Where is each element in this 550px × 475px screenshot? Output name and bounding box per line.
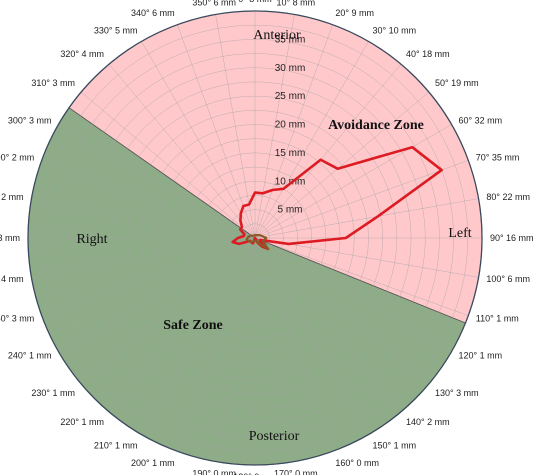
angle-label: 100° 6 mm [486,274,530,284]
angle-label: 60° 32 mm [458,116,502,126]
radial-tick-label: 20 mm [275,120,306,131]
angle-label: 120° 1 mm [458,350,502,360]
angle-label: 310° 3 mm [31,78,75,88]
angle-label: 0° 8 mm [238,0,272,4]
grid-spoke [254,91,430,239]
angle-label: 230° 1 mm [31,388,75,398]
angle-label: 90° 16 mm [490,233,534,243]
region-label-posterior: Posterior [249,429,300,444]
region-label-right: Right [76,232,107,247]
angle-label: 130° 3 mm [435,388,479,398]
polar-grid [27,10,483,466]
angle-label: 290° 2 mm [0,153,34,163]
radial-tick-label: 10 mm [275,176,306,187]
angle-label: 220° 1 mm [60,417,104,427]
grid-spoke [58,237,256,352]
radial-tick-labels: 5 mm 10 mm 15 mm 20 mm 25 mm 30 mm 35 mm [275,34,306,215]
radial-tick-label: 5 mm [278,205,303,216]
region-labels: Anterior Left Posterior Right [76,28,471,444]
grid-spoke [80,91,256,239]
angle-label: 150° 1 mm [372,440,416,450]
angle-label: 270° 3 mm [0,233,20,243]
grid-spoke [31,198,256,239]
grid-spoke [254,63,402,239]
zone-label-safe: Safe Zone [163,318,223,333]
grid-spoke [108,63,256,239]
angle-label: 300° 3 mm [8,116,52,126]
angle-label: 280° 2 mm [0,192,24,202]
angle-label: 240° 1 mm [8,350,52,360]
angle-label: 50° 19 mm [435,78,479,88]
angle-label: 20° 9 mm [335,8,374,18]
angle-label: 210° 1 mm [94,440,138,450]
grid-spoke [215,237,256,462]
grid-spoke [31,237,256,278]
angle-label: 40° 18 mm [406,49,450,59]
grid-spoke [141,41,256,239]
grid-spoke [108,237,256,413]
grid-spoke [215,14,256,239]
grid-spoke [254,24,333,239]
angle-label: 350° 6 mm [192,0,236,8]
radial-tick-label: 25 mm [275,91,306,102]
grid-spoke [41,237,256,316]
region-label-anterior: Anterior [253,28,301,43]
grid-spoke [254,124,452,239]
radial-tick-label: 35 mm [275,34,306,45]
grid-spoke [80,237,256,385]
angle-label: 330° 5 mm [94,26,138,36]
series-line-1 [245,233,270,251]
grid-spoke [254,237,469,316]
grid-spoke [254,237,295,462]
angle-label: 80° 22 mm [486,192,530,202]
angle-label: 170° 0 mm [274,468,318,475]
angle-label: 250° 3 mm [0,313,34,323]
grid-spoke [254,237,333,452]
grid-spoke [177,24,256,239]
grid-spoke [254,237,430,385]
angle-label: 180° 0 mm [233,472,277,475]
angle-tick-labels: 0° 8 mm 10° 8 mm 20° 9 mm 30° 10 mm 40° 18 m… [0,0,534,475]
grid-spoke [254,14,295,239]
angle-label: 340° 6 mm [131,8,175,18]
angle-label: 190° 0 mm [192,468,236,475]
grid-spoke [58,124,256,239]
angle-label: 10° 8 mm [276,0,315,8]
grid-spoke [141,237,256,435]
grid-spoke [254,160,469,239]
grid-spoke [254,237,402,413]
angle-label: 70° 35 mm [476,153,520,163]
angle-label: 200° 1 mm [131,458,175,468]
zone-label-avoidance: Avoidance Zone [328,118,424,133]
angle-label: 320° 4 mm [60,49,104,59]
grid-spoke [254,41,369,239]
angle-label: 160° 0 mm [335,458,379,468]
grid-spoke [254,237,369,435]
zone-labels: Avoidance Zone Safe Zone [163,118,424,333]
radial-tick-label: 30 mm [275,63,306,74]
radial-tick-label: 15 mm [275,148,306,159]
angle-label: 140° 2 mm [406,417,450,427]
grid-spoke [177,237,256,452]
region-label-left: Left [448,226,471,241]
series-layer [231,145,443,251]
grid-spoke [254,237,452,352]
angle-label: 110° 1 mm [476,313,519,323]
outer-ring [27,10,483,466]
angle-label: 30° 10 mm [372,26,416,36]
grid-spoke [41,160,256,239]
angle-label: 260° 4 mm [0,274,24,284]
grid-spoke [254,198,479,239]
